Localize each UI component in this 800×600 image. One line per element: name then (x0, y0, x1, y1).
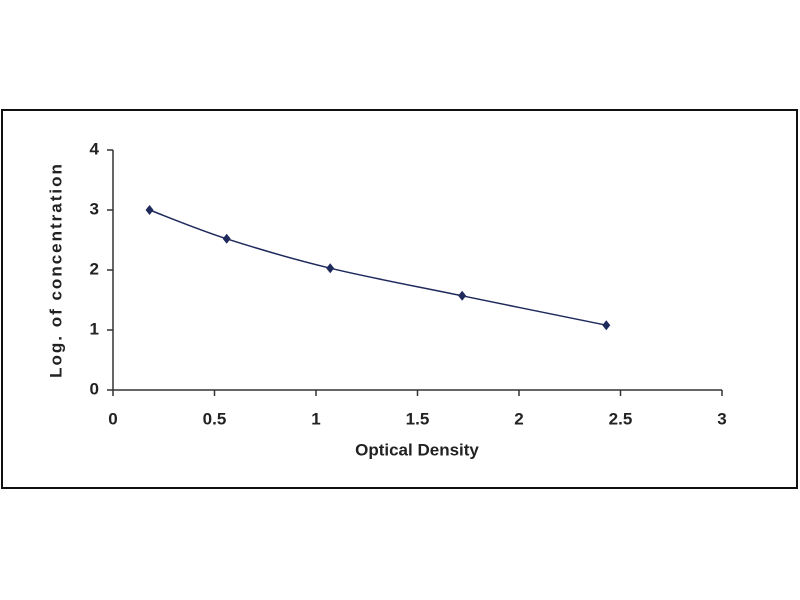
y-tick-label: 2 (90, 259, 99, 278)
x-tick-label: 2.5 (609, 409, 633, 428)
data-point (602, 320, 611, 331)
data-point (326, 263, 335, 274)
data-point (145, 205, 154, 215)
x-tick-label: 2 (514, 409, 523, 428)
y-tick-label: 0 (90, 379, 99, 398)
data-point (222, 233, 231, 244)
x-axis-label: Optical Density (355, 440, 479, 459)
series-line (149, 209, 607, 326)
x-tick-label: 1.5 (406, 409, 430, 428)
y-axis-label: Log. of concentration (46, 162, 65, 378)
x-tick-label: 0.5 (203, 409, 227, 428)
y-tick-label: 3 (90, 199, 99, 218)
x-tick-label: 3 (717, 409, 726, 428)
x-tick-label: 0 (108, 409, 117, 428)
y-tick-label: 4 (90, 139, 100, 158)
chart-frame (1, 109, 798, 489)
y-tick-label: 1 (90, 319, 99, 338)
x-tick-label: 1 (311, 409, 320, 428)
data-point (458, 290, 467, 301)
